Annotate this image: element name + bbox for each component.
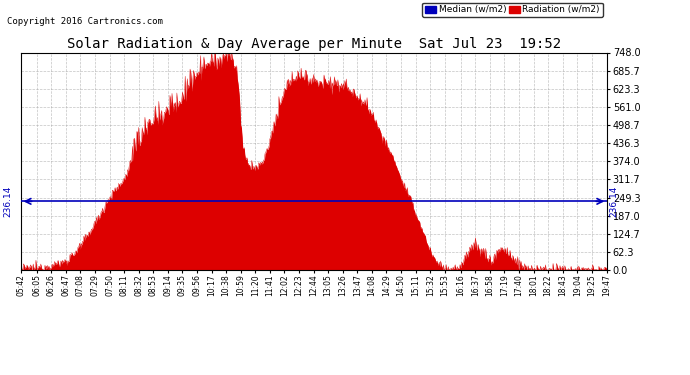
Title: Solar Radiation & Day Average per Minute  Sat Jul 23  19:52: Solar Radiation & Day Average per Minute… — [67, 38, 561, 51]
Text: Copyright 2016 Cartronics.com: Copyright 2016 Cartronics.com — [7, 17, 163, 26]
Legend: Median (w/m2), Radiation (w/m2): Median (w/m2), Radiation (w/m2) — [422, 3, 602, 17]
Text: 236.14: 236.14 — [609, 186, 618, 217]
Text: 236.14: 236.14 — [3, 186, 12, 217]
